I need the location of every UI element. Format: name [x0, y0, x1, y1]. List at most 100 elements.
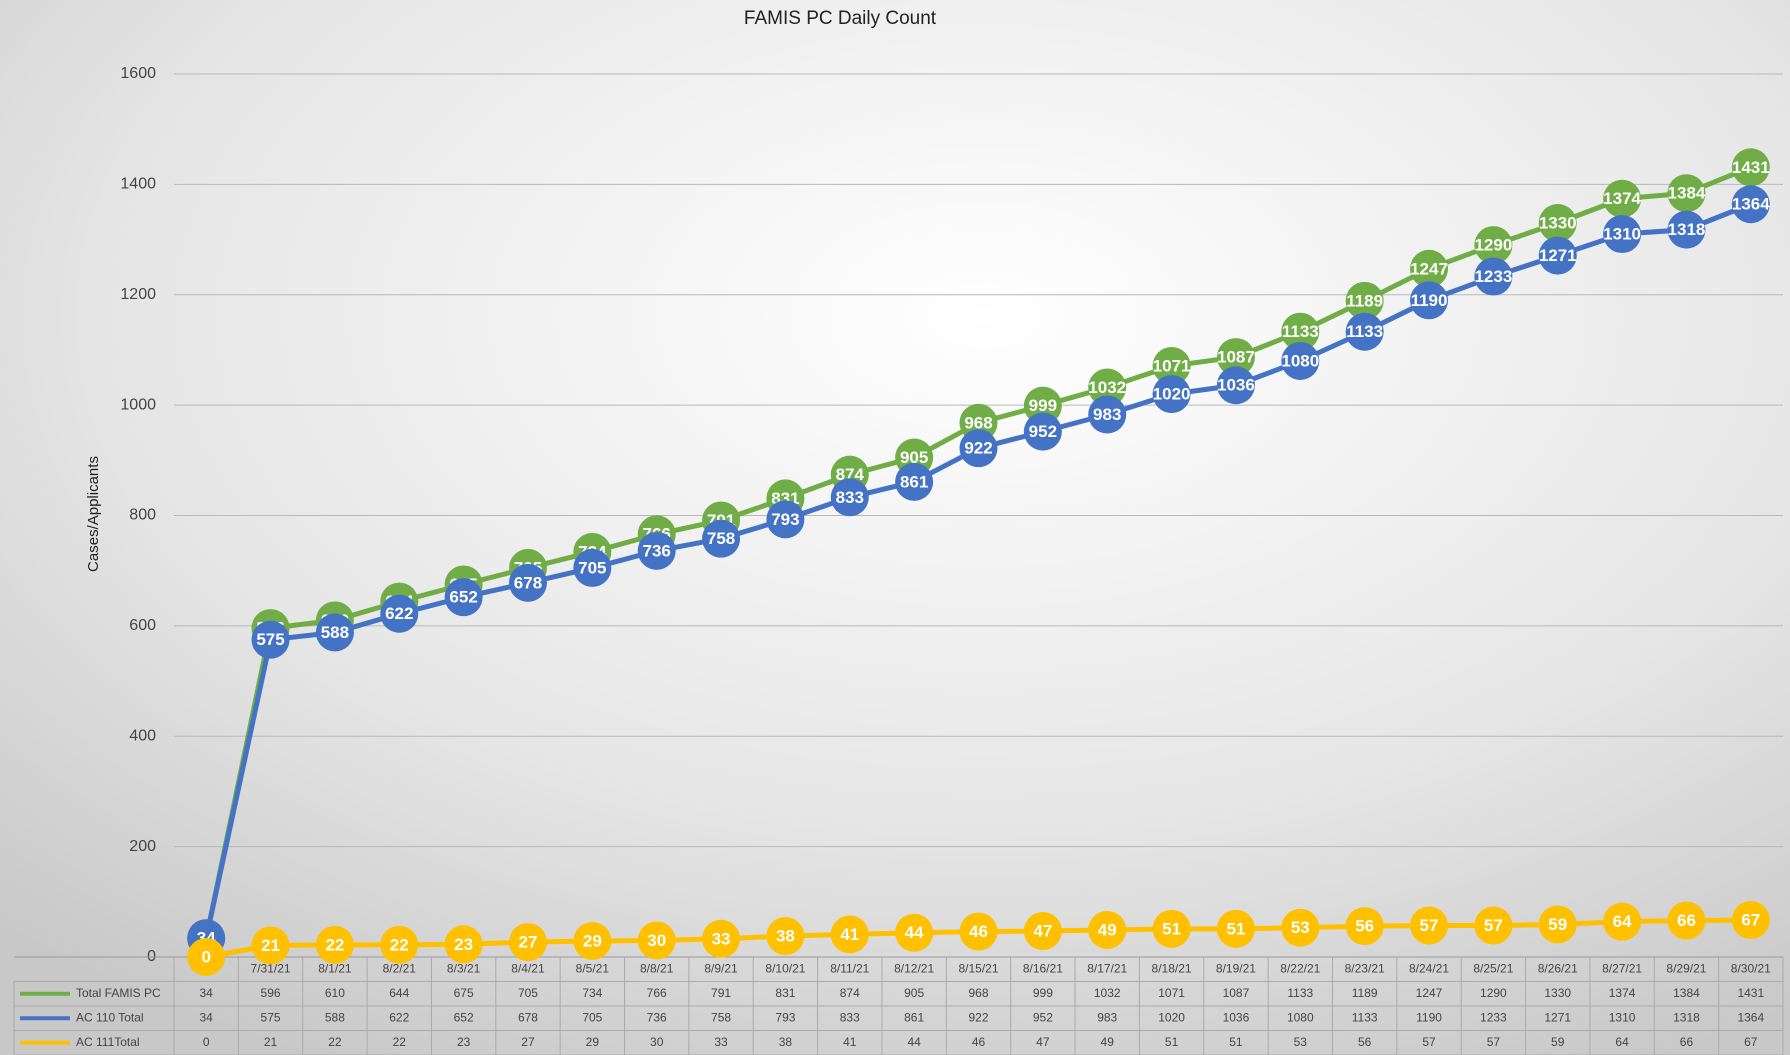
point-marker: [444, 925, 483, 964]
data-label: 66: [1677, 911, 1696, 930]
point-marker: [1667, 901, 1706, 940]
data-label: 21: [261, 936, 280, 955]
table-cell: 793: [775, 1010, 795, 1024]
table-cell: 983: [1097, 1010, 1117, 1024]
point-marker: [895, 913, 934, 952]
point-marker: [573, 548, 612, 587]
point-marker: [1667, 174, 1706, 213]
data-label: 47: [1033, 922, 1052, 941]
table-cell: 44: [907, 1035, 921, 1049]
table-cell: 47: [1036, 1035, 1050, 1049]
table-cell: 46: [972, 1035, 986, 1049]
data-label: 51: [1162, 919, 1181, 938]
data-label: 67: [1741, 911, 1760, 930]
point-marker: [251, 926, 290, 965]
x-tick-label: 8/26/21: [1538, 961, 1578, 975]
table-cell: 736: [647, 1010, 667, 1024]
data-label: 874: [836, 465, 865, 484]
point-marker: [1088, 395, 1127, 434]
data-label: 1133: [1346, 322, 1383, 341]
legend-label: AC 110 Total: [76, 1010, 144, 1024]
point-marker: [1538, 204, 1577, 243]
data-label: 41: [840, 925, 859, 944]
table-cell: 1330: [1544, 986, 1571, 1000]
table-cell: 1133: [1287, 986, 1313, 1000]
x-tick-label: 8/16/21: [1023, 961, 1063, 975]
data-label: 588: [321, 623, 349, 642]
point-marker: [1216, 366, 1255, 405]
point-marker: [1281, 312, 1320, 351]
table-cell: 766: [647, 986, 667, 1000]
point-marker: [1603, 902, 1642, 941]
x-tick-label: 8/4/21: [511, 961, 545, 975]
table-cell: 1310: [1609, 1010, 1636, 1024]
table-cell: 1374: [1609, 986, 1636, 1000]
table-cell: 922: [968, 1010, 988, 1024]
point-marker: [1410, 281, 1449, 320]
table-cell: 29: [586, 1035, 600, 1049]
data-label: 736: [643, 541, 671, 560]
table-cell: 64: [1615, 1035, 1629, 1049]
point-marker: [1152, 346, 1191, 385]
table-cell: 57: [1487, 1035, 1501, 1049]
table-cell: 861: [904, 1010, 924, 1024]
point-marker: [1731, 901, 1770, 940]
data-label: 57: [1420, 916, 1439, 935]
table-cell: 66: [1680, 1035, 1694, 1049]
data-label: 64: [1613, 912, 1632, 931]
point-marker: [1538, 236, 1577, 275]
x-tick-label: 8/30/21: [1731, 961, 1771, 975]
point-marker: [315, 925, 354, 964]
table-cell: 59: [1551, 1035, 1565, 1049]
table-cell: 56: [1358, 1035, 1372, 1049]
table-cell: 644: [389, 986, 409, 1000]
x-tick-label: 8/1/21: [318, 961, 352, 975]
data-label: 758: [707, 529, 735, 548]
table-cell: 1384: [1673, 986, 1700, 1000]
x-tick-label: 8/23/21: [1345, 961, 1385, 975]
point-marker: [766, 917, 805, 956]
data-label: 1233: [1474, 267, 1512, 286]
point-marker: [1731, 148, 1770, 187]
x-tick-label: 8/3/21: [447, 961, 481, 975]
table-cell: 22: [393, 1035, 407, 1049]
table-cell: 49: [1101, 1035, 1115, 1049]
data-label: 44: [905, 923, 924, 942]
data-label: 27: [519, 933, 538, 952]
y-tick-label: 200: [129, 838, 156, 855]
data-label: 905: [900, 448, 928, 467]
y-tick-label: 800: [129, 507, 156, 524]
data-label: 652: [449, 588, 477, 607]
point-marker: [1216, 909, 1255, 948]
point-marker: [1281, 341, 1320, 380]
x-tick-label: 8/11/21: [830, 961, 869, 975]
point-marker: [830, 915, 869, 954]
legend-label: AC 111Total: [76, 1035, 140, 1049]
x-tick-label: 8/18/21: [1152, 961, 1192, 975]
y-tick-label: 1000: [120, 396, 156, 413]
data-label: 22: [390, 935, 409, 954]
data-label: 1247: [1410, 259, 1448, 278]
table-cell: 952: [1033, 1010, 1053, 1024]
data-label: 1290: [1474, 236, 1512, 255]
table-cell: 596: [261, 986, 281, 1000]
data-label: 1431: [1732, 158, 1770, 177]
table-cell: 1032: [1094, 986, 1121, 1000]
x-tick-label: 8/19/21: [1216, 961, 1256, 975]
y-tick-label: 1600: [120, 65, 156, 82]
table-cell: 734: [582, 986, 602, 1000]
table-cell: 51: [1165, 1035, 1179, 1049]
y-tick-label: 400: [129, 727, 156, 744]
table-cell: 1290: [1480, 986, 1507, 1000]
x-tick-label: 8/12/21: [894, 961, 934, 975]
point-marker: [895, 462, 934, 501]
table-cell: 41: [843, 1035, 857, 1049]
point-marker: [251, 620, 290, 659]
table-cell: 1020: [1158, 1010, 1185, 1024]
x-tick-label: 8/2/21: [383, 961, 417, 975]
point-marker: [830, 478, 869, 517]
point-marker: [1474, 906, 1513, 945]
table-cell: 652: [454, 1010, 474, 1024]
point-marker: [1023, 412, 1062, 451]
